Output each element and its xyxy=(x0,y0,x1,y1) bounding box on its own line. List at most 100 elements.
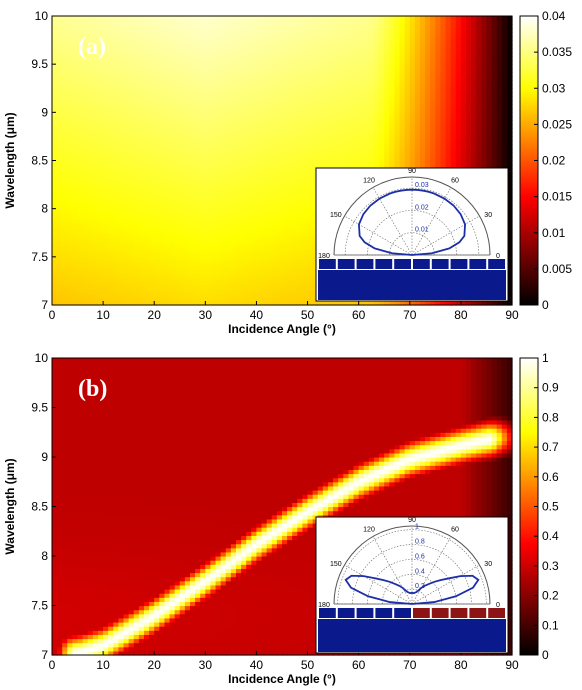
heatmap-cell xyxy=(57,152,63,158)
heatmap-cell xyxy=(271,48,278,53)
heatmap-cell xyxy=(133,252,140,258)
heatmap-cell xyxy=(210,168,217,174)
heatmap-cell xyxy=(87,132,94,138)
heatmap-cell xyxy=(215,244,222,250)
heatmap-cell xyxy=(338,60,344,65)
heatmap-cell xyxy=(236,192,242,198)
heatmap-cell xyxy=(118,124,125,129)
heatmap-cell xyxy=(297,180,304,186)
heatmap-cell xyxy=(144,300,150,306)
heatmap-cell xyxy=(113,40,120,45)
heatmap-cell xyxy=(82,36,89,41)
heatmap-cell xyxy=(276,180,283,186)
heatmap-cell xyxy=(174,256,181,262)
heatmap-cell xyxy=(52,160,58,166)
heatmap-cell xyxy=(256,244,263,250)
heatmap-cell xyxy=(236,28,242,33)
heatmap-cell xyxy=(287,72,293,77)
heatmap-cell xyxy=(251,168,258,174)
heatmap-cell xyxy=(57,228,63,234)
heatmap-cell xyxy=(103,44,109,49)
heatmap-cell xyxy=(123,136,130,142)
heatmap-cell xyxy=(57,112,63,117)
heatmap-cell xyxy=(312,52,319,57)
heatmap-cell xyxy=(92,276,99,282)
heatmap-cell xyxy=(297,60,304,65)
heatmap-cell xyxy=(256,48,263,53)
heatmap-cell xyxy=(399,104,406,109)
heatmap-cell xyxy=(154,88,160,93)
heatmap-cell xyxy=(184,192,191,198)
heatmap-cell xyxy=(77,256,84,262)
heatmap-cell xyxy=(144,260,150,266)
heatmap-cell xyxy=(287,280,293,286)
heatmap-cell xyxy=(338,116,344,121)
heatmap-cell xyxy=(77,300,84,306)
heatmap-cell xyxy=(92,280,99,286)
heatmap-cell xyxy=(113,220,120,226)
heatmap-cell xyxy=(123,288,130,294)
heatmap-cell xyxy=(322,116,329,121)
heatmap-cell xyxy=(62,176,68,182)
heatmap-cell xyxy=(266,208,273,214)
heatmap-cell xyxy=(169,204,176,210)
heatmap-cell xyxy=(87,96,94,101)
heatmap-cell xyxy=(256,260,263,266)
heatmap-cell xyxy=(205,48,212,53)
heatmap-cell xyxy=(307,160,314,166)
heatmap-cell xyxy=(154,240,160,246)
heatmap-cell xyxy=(200,104,206,109)
heatmap-cell xyxy=(174,16,181,21)
heatmap-cell xyxy=(399,84,406,89)
heatmap-cell xyxy=(220,272,227,278)
heatmap-cell xyxy=(343,16,350,21)
heatmap-cell xyxy=(317,64,324,69)
heatmap-cell xyxy=(328,156,334,162)
heatmap-cell xyxy=(92,164,99,170)
heatmap-cell xyxy=(266,112,273,117)
heatmap-cell xyxy=(184,292,191,298)
heatmap-cell xyxy=(404,300,411,306)
heatmap-cell xyxy=(77,288,84,294)
heatmap-cell xyxy=(98,100,104,105)
heatmap-cell xyxy=(368,20,375,25)
heatmap-cell xyxy=(179,228,186,234)
heatmap-cell xyxy=(297,284,304,290)
heatmap-cell xyxy=(394,24,401,29)
heatmap-cell xyxy=(98,84,104,89)
heatmap-cell xyxy=(118,148,125,154)
heatmap-cell xyxy=(205,40,212,45)
heatmap-cell xyxy=(72,44,79,49)
heatmap-cell xyxy=(108,252,114,258)
heatmap-cell xyxy=(67,208,74,214)
heatmap-cell xyxy=(133,224,140,230)
heatmap-cell xyxy=(348,120,355,125)
heatmap-cell xyxy=(205,192,212,198)
heatmap-cell xyxy=(282,260,288,266)
heatmap-cell xyxy=(251,72,258,77)
heatmap-cell xyxy=(276,32,283,37)
heatmap-cell xyxy=(225,136,232,142)
heatmap-cell xyxy=(292,88,298,93)
heatmap-cell xyxy=(215,64,222,69)
heatmap-cell xyxy=(103,108,109,113)
heatmap-cell xyxy=(190,112,196,117)
heatmap-cell xyxy=(251,60,258,65)
heatmap-cell xyxy=(103,100,109,105)
heatmap-cell xyxy=(210,36,217,41)
heatmap-cell xyxy=(82,124,89,129)
heatmap-cell xyxy=(200,40,206,45)
heatmap-cell xyxy=(123,52,130,57)
heatmap-cell xyxy=(144,244,150,250)
heatmap-cell xyxy=(92,20,99,25)
heatmap-cell xyxy=(149,188,155,194)
heatmap-cell xyxy=(174,52,181,57)
heatmap-cell xyxy=(169,172,176,178)
heatmap-cell xyxy=(67,188,74,194)
heatmap-cell xyxy=(118,212,125,218)
heatmap-cell xyxy=(353,136,360,142)
heatmap-cell xyxy=(154,284,160,290)
heatmap-cell xyxy=(251,272,258,278)
heatmap-cell xyxy=(174,108,181,113)
heatmap-cell xyxy=(164,112,171,117)
